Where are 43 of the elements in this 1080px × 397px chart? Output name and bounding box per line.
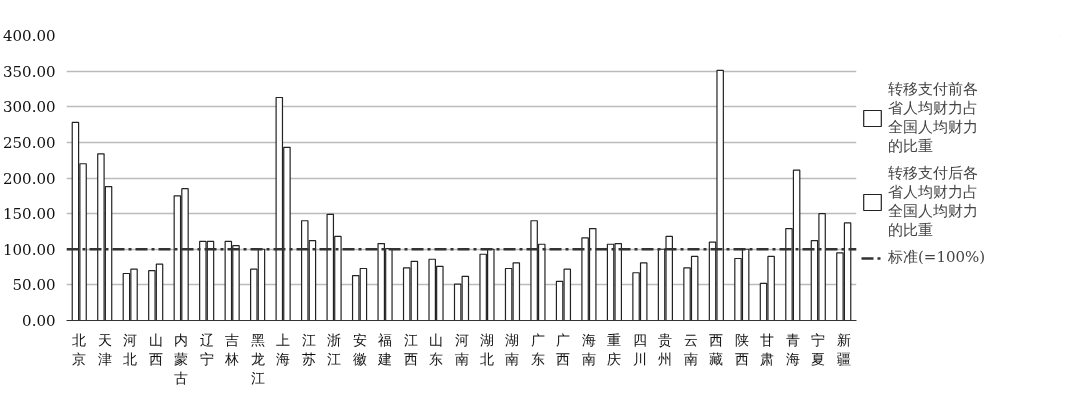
x-tick-label: 海南 xyxy=(581,331,596,367)
x-tick-label: 重庆 xyxy=(607,331,622,367)
y-tick-label: 100.00 xyxy=(3,240,56,259)
ref-line-label: 标准(=100%) xyxy=(888,248,986,267)
x-tick-label: 山西 xyxy=(148,331,163,367)
x-tick-label: 浙江 xyxy=(327,331,342,367)
x-tick-label: 西藏 xyxy=(709,331,724,367)
x-tick-label: 安徽 xyxy=(352,331,367,367)
x-tick-label: 江西 xyxy=(403,331,418,367)
x-tick-label: 江苏 xyxy=(301,331,316,367)
y-tick-label: 300.00 xyxy=(3,98,56,117)
x-tick-label: 云南 xyxy=(683,331,698,367)
x-tick-label: 北京 xyxy=(72,331,87,367)
x-tick-label: 广东 xyxy=(530,331,545,367)
y-tick-label: 400.00 xyxy=(3,27,56,45)
x-tick-label: 河南 xyxy=(454,331,469,367)
y-tick-label: 200.00 xyxy=(3,169,56,188)
x-tick-label: 广西 xyxy=(556,331,571,367)
x-tick-label: 青海 xyxy=(785,331,800,367)
y-tick-label: 50.00 xyxy=(12,276,56,295)
x-tick-label: 甘肃 xyxy=(760,331,775,367)
x-tick-label: 湖南 xyxy=(505,331,520,367)
legend-label: 转移支付前各省人均财力占全国人均财力的比重 xyxy=(888,79,978,156)
x-tick-label: 天津 xyxy=(97,331,112,367)
x-tick-label: 上海 xyxy=(276,331,291,367)
x-tick-label: 陕西 xyxy=(734,331,749,367)
y-tick-label: 0.00 xyxy=(22,312,56,330)
x-tick-label: 吉林 xyxy=(224,331,240,367)
y-tick-label: 250.00 xyxy=(3,133,56,152)
x-tick-label: 福建 xyxy=(377,331,393,367)
x-tick-label: 新疆 xyxy=(836,331,851,367)
x-tick-label: 河北 xyxy=(123,331,138,367)
y-tick-label: 350.00 xyxy=(3,62,56,81)
x-tick-label: 黑龙江 xyxy=(250,331,265,386)
x-tick-label: 内蒙古 xyxy=(174,331,189,386)
x-tick-label: 宁夏 xyxy=(811,331,826,367)
legend-label: 转移支付后各省人均财力占全国人均财力的比重 xyxy=(888,163,978,240)
x-tick-label: 四川 xyxy=(632,331,647,367)
y-tick-label: 150.00 xyxy=(3,205,56,224)
x-tick-label: 辽宁 xyxy=(199,331,214,367)
x-tick-label: 贵州 xyxy=(658,331,673,367)
x-tick-label: 湖北 xyxy=(479,331,494,367)
x-tick-label: 山东 xyxy=(429,331,444,367)
